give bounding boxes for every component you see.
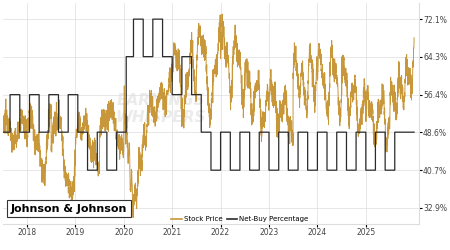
Text: EARNINGS
WHISPERS: EARNINGS WHISPERS: [116, 93, 206, 125]
Legend: Stock Price, Net-Buy Percentage: Stock Price, Net-Buy Percentage: [169, 214, 311, 225]
Text: Johnson & Johnson: Johnson & Johnson: [11, 204, 127, 214]
